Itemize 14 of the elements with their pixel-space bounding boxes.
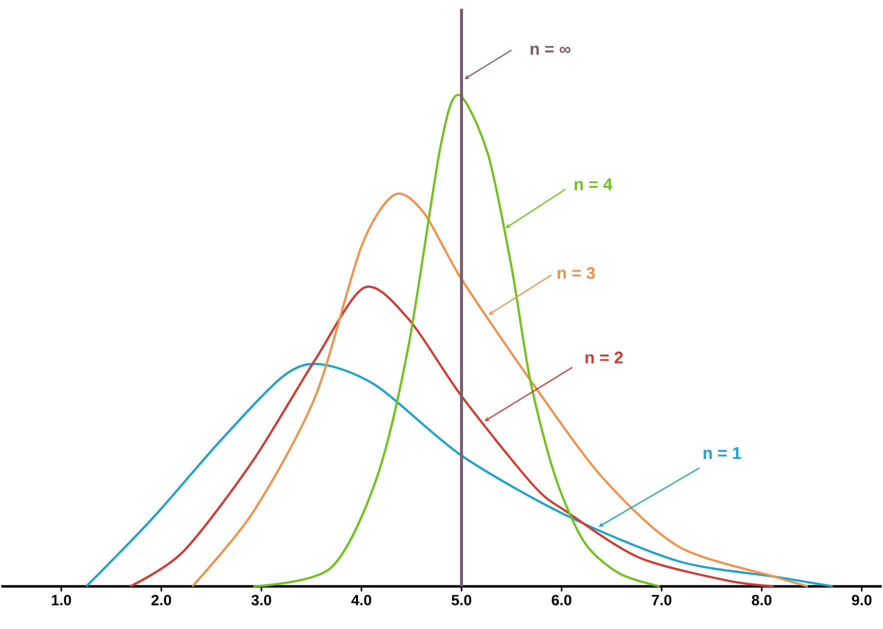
x-tick-label: 9.0 (852, 594, 872, 606)
text: n = 4 (574, 178, 612, 190)
x-tick-label: 5.0 (452, 594, 472, 606)
x-tick-label: 6.0 (552, 594, 572, 606)
text: n = 3 (558, 266, 595, 279)
x-tick-label: 7.0 (652, 594, 672, 606)
text: n = 2 (586, 351, 623, 364)
x-tick-label: 3.0 (251, 594, 272, 606)
text: n = 1 (704, 447, 741, 459)
x-tick-label: 8.0 (752, 594, 772, 606)
ref-line-label: n = ∞ (530, 46, 571, 55)
x-tick-label: 4.0 (351, 594, 372, 606)
x-tick-label: 1.0 (52, 594, 72, 606)
x-tick-label: 2.0 (152, 594, 172, 606)
